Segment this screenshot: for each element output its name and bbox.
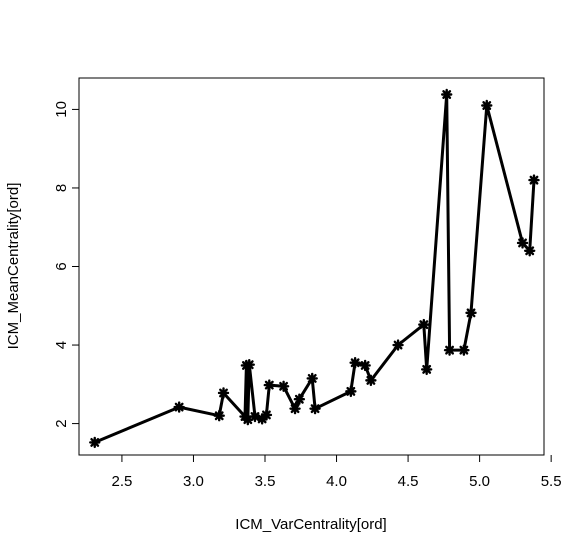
data-point — [243, 358, 255, 371]
data-point — [263, 379, 275, 391]
data-point — [309, 402, 321, 415]
x-tick-label: 4.5 — [398, 473, 419, 490]
data-point — [443, 344, 456, 356]
x-axis: 2.5 3.0 3.5 4.0 4.5 5.0 5.5 — [111, 455, 562, 490]
y-tick-label: 4 — [53, 341, 70, 349]
data-point — [293, 393, 306, 405]
series-line — [93, 93, 536, 444]
data-point — [465, 307, 477, 319]
data-point — [217, 387, 230, 399]
x-tick-label: 5.5 — [541, 473, 562, 490]
data-point — [213, 410, 225, 422]
x-tick-label: 2.5 — [111, 473, 132, 490]
y-tick-label: 8 — [53, 184, 70, 192]
data-point — [481, 99, 493, 112]
y-axis: 2 4 6 8 10 — [53, 101, 79, 428]
data-point — [306, 372, 318, 385]
x-tick-label: 4.0 — [326, 473, 347, 490]
y-tick-label: 10 — [53, 101, 70, 118]
series-markers — [89, 88, 540, 449]
data-point — [441, 88, 453, 101]
data-point — [523, 245, 536, 257]
x-tick-label: 3.5 — [255, 473, 276, 490]
x-axis-title: ICM_VarCentrality[ord] — [235, 516, 386, 533]
y-tick-label: 2 — [53, 419, 70, 427]
data-point — [458, 344, 470, 356]
data-point — [516, 237, 529, 249]
data-point — [528, 174, 540, 186]
data-point — [277, 380, 290, 392]
data-point — [289, 402, 301, 415]
data-point — [89, 436, 101, 449]
data-point — [359, 359, 371, 372]
data-point — [260, 409, 273, 421]
y-tick-label: 6 — [53, 262, 70, 270]
y-axis-title: ICM_MeanCentrality[ord] — [5, 183, 22, 350]
x-tick-label: 5.0 — [469, 473, 490, 490]
data-point — [345, 385, 357, 398]
data-point — [392, 339, 404, 351]
data-point — [418, 318, 430, 331]
data-point — [349, 357, 361, 369]
x-tick-label: 3.0 — [183, 473, 204, 490]
data-point — [173, 401, 185, 413]
data-point — [420, 363, 433, 376]
data-point — [365, 374, 377, 387]
